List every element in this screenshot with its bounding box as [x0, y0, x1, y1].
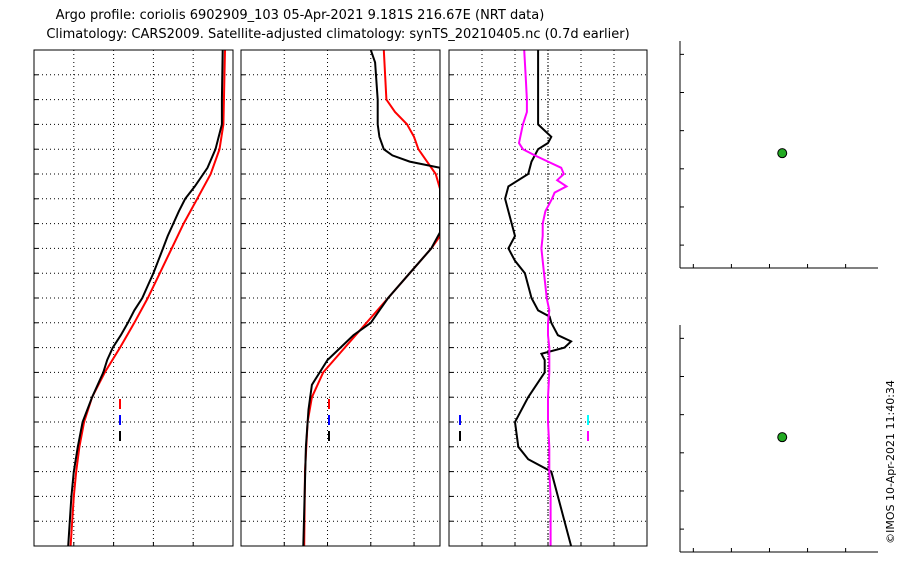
- series-line-argo: [302, 50, 440, 546]
- plot-frame: [33, 49, 234, 547]
- series-line-argo: [67, 50, 224, 546]
- series-line-temperature-argo: [504, 50, 573, 546]
- series-line-salinity-argo: [517, 50, 569, 546]
- difference-panel: [448, 49, 648, 547]
- title-line-1: Argo profile: coriolis 6902909_103 05-Ap…: [56, 8, 545, 23]
- title-line-2: Climatology: CARS2009. Satellite-adjuste…: [46, 27, 629, 42]
- plot-frame: [240, 49, 441, 547]
- sla-map-panel: [679, 325, 878, 553]
- argo-float-marker: [777, 148, 788, 159]
- temperature-panel: [33, 49, 234, 547]
- argo-float-marker: [777, 432, 788, 443]
- series-line-climatology: [303, 50, 440, 546]
- series-line-climatology: [69, 50, 226, 546]
- sst-map-panel: [679, 41, 878, 269]
- timestamp: ©IMOS 10-Apr-2021 11:40:34: [884, 380, 897, 544]
- salinity-panel: [240, 49, 441, 547]
